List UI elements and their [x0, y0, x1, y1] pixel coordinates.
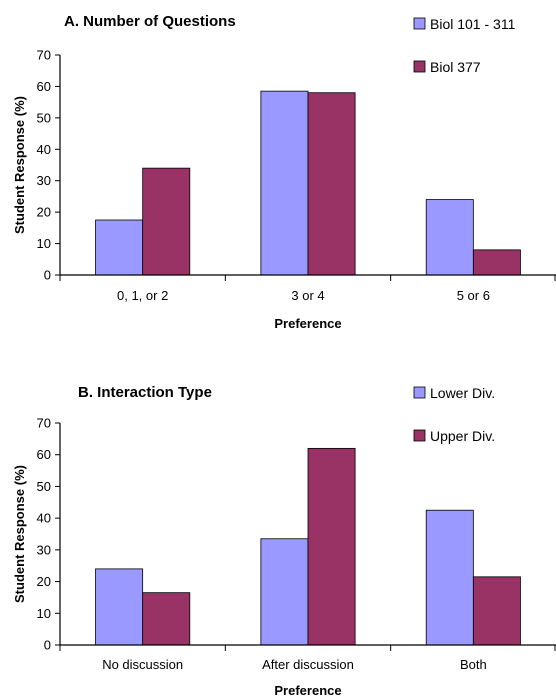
- y-tick-label: 60: [37, 447, 51, 462]
- chart-title: B. Interaction Type: [78, 384, 212, 401]
- legend-swatch-2: [413, 60, 426, 73]
- legend-swatch-1: [413, 17, 426, 30]
- y-tick-label: 0: [44, 638, 51, 653]
- y-tick-label: 60: [37, 79, 51, 94]
- bar-1-3: [425, 509, 474, 646]
- x-category-label: Both: [460, 657, 487, 672]
- bar-2-2: [307, 447, 356, 646]
- y-tick-label: 10: [37, 236, 51, 251]
- bar-2-3: [472, 576, 521, 646]
- legend-label-2: Biol 377: [430, 59, 481, 75]
- legend-label-2: Upper Div.: [430, 428, 495, 444]
- chart-title: A. Number of Questions: [64, 13, 236, 30]
- x-category-label: No discussion: [102, 657, 183, 672]
- y-tick-label: 20: [37, 205, 51, 220]
- y-tick-label: 70: [37, 48, 51, 63]
- y-tick-label: 50: [37, 110, 51, 125]
- y-tick-label: 30: [37, 542, 51, 557]
- bar-2-1: [142, 592, 191, 646]
- legend-label-1: Lower Div.: [430, 385, 495, 401]
- bar-1-1: [95, 219, 144, 276]
- legend-swatch-2: [413, 429, 426, 442]
- y-tick-label: 40: [37, 142, 51, 157]
- y-tick-label: 10: [37, 606, 51, 621]
- bar-1-3: [425, 199, 474, 276]
- legend-swatch-1: [413, 386, 426, 399]
- bar-2-2: [307, 92, 356, 276]
- bar-2-1: [142, 167, 191, 276]
- y-tick-label: 20: [37, 574, 51, 589]
- y-axis-title: Student Response (%): [12, 96, 27, 234]
- bar-1-1: [95, 568, 144, 646]
- legend-label-1: Biol 101 - 311: [430, 16, 516, 32]
- x-category-label: 0, 1, or 2: [117, 288, 168, 303]
- x-axis-title: Preference: [274, 683, 341, 698]
- x-category-label: After discussion: [262, 657, 354, 672]
- bar-1-2: [260, 90, 309, 276]
- x-category-label: 3 or 4: [291, 288, 324, 303]
- y-axis-title: Student Response (%): [12, 465, 27, 603]
- chart-interaction-type: B. Interaction Type 0 10 20 30 40 50 60 70 No dis…: [12, 384, 556, 698]
- y-tick-label: 70: [37, 416, 51, 431]
- x-axis-title: Preference: [274, 316, 341, 331]
- y-tick-label: 50: [37, 479, 51, 494]
- x-category-label: 5 or 6: [457, 288, 490, 303]
- y-tick-label: 30: [37, 173, 51, 188]
- y-tick-label: 0: [44, 268, 51, 283]
- y-tick-label: 40: [37, 511, 51, 526]
- chart-number-of-questions: A. Number of Questions 0 10 20 30 40 50 60 70 0, …: [12, 13, 556, 331]
- bar-2-3: [472, 249, 521, 276]
- bar-1-2: [260, 538, 309, 646]
